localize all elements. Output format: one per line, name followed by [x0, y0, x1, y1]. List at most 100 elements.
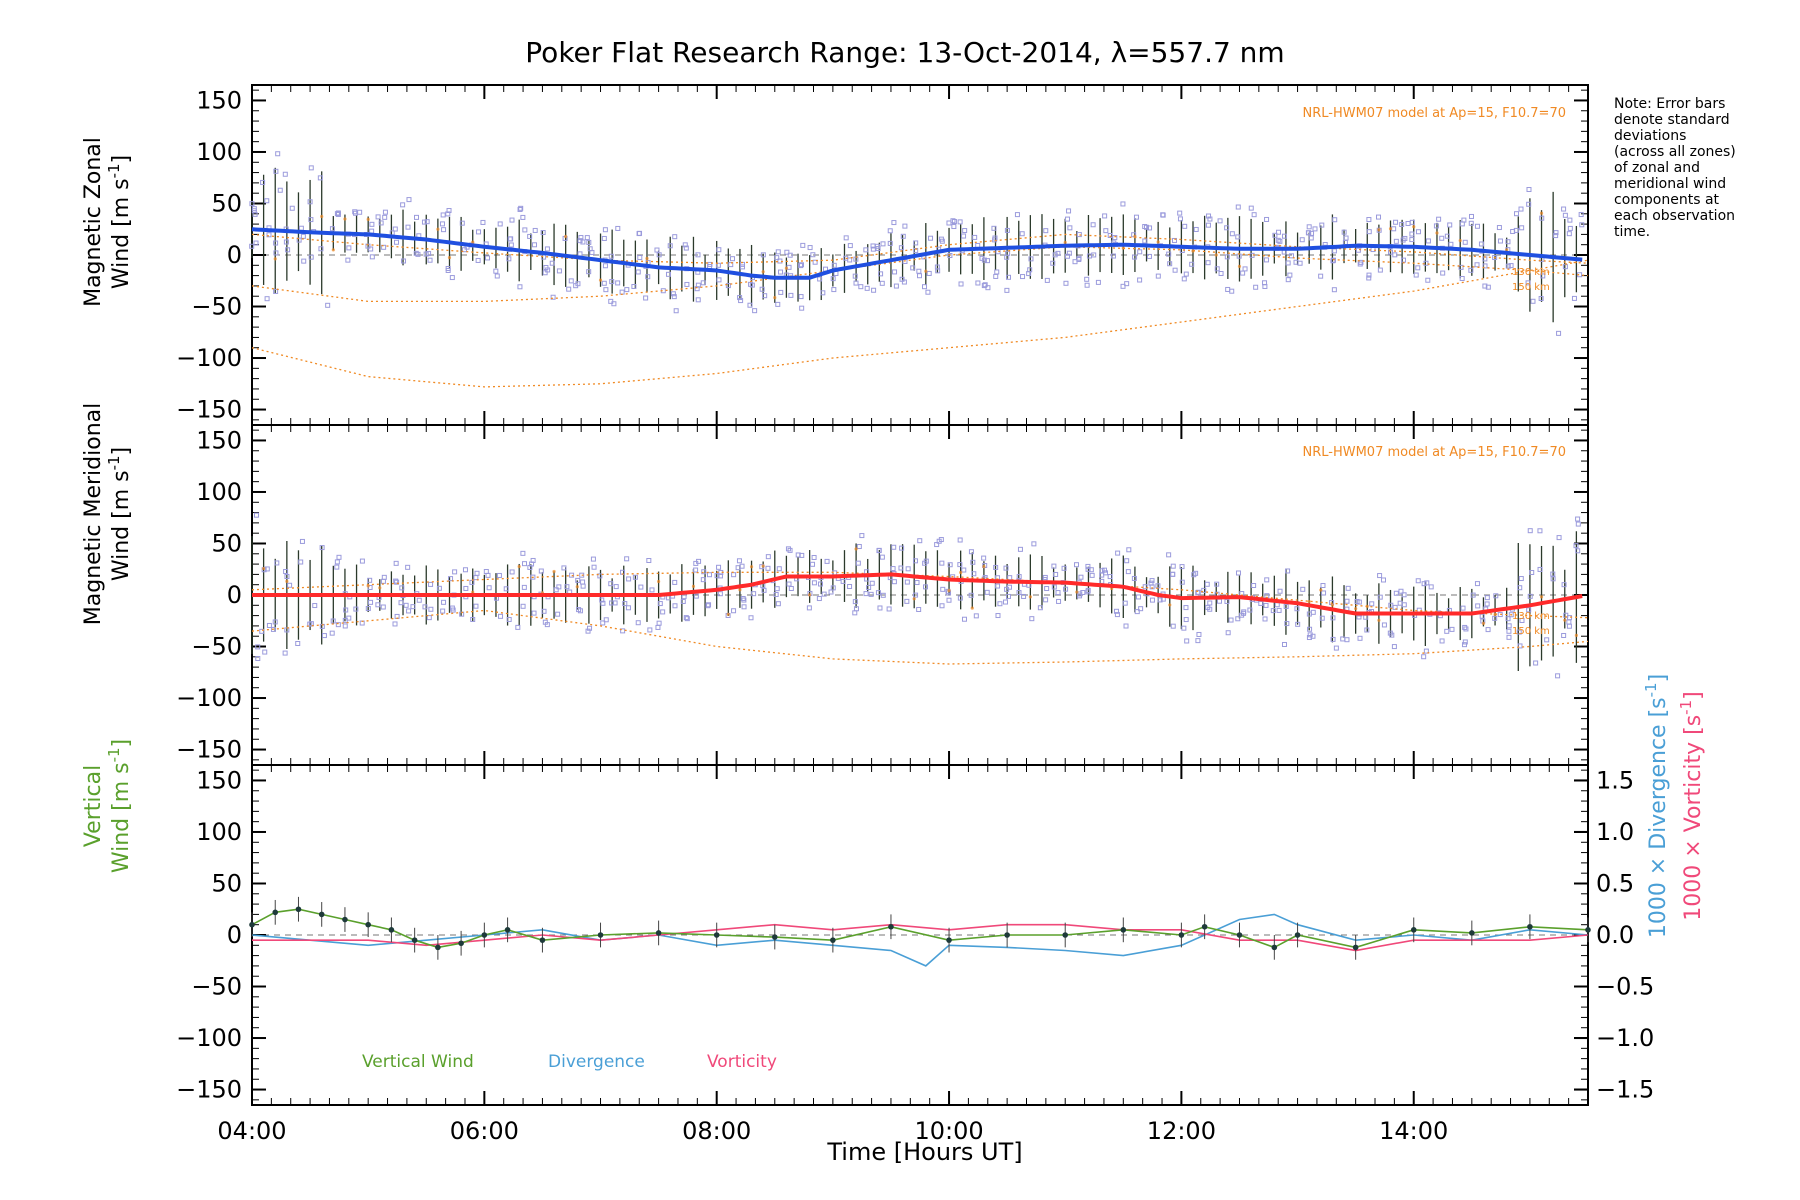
mean-wind-line — [251, 227, 1583, 280]
sample-point — [260, 179, 266, 185]
y-tick-label: 150 — [196, 426, 242, 454]
sample-point — [509, 217, 515, 223]
sample-point — [765, 565, 771, 571]
sample-point — [1138, 606, 1144, 612]
x-tick-label: 06:00 — [450, 1117, 519, 1145]
sample-point — [656, 252, 662, 258]
sample-point — [1080, 590, 1086, 596]
sample-point — [1399, 222, 1405, 228]
model-point — [1319, 588, 1323, 592]
sample-point — [1112, 235, 1118, 241]
sample-point — [1028, 256, 1034, 262]
sample-point — [1148, 580, 1154, 586]
sample-point — [1497, 612, 1503, 618]
model-point — [947, 588, 951, 593]
sample-point — [1019, 231, 1025, 237]
model-curve — [251, 246, 1589, 303]
sample-point — [957, 219, 963, 225]
sample-point — [298, 225, 304, 231]
model-point — [1377, 618, 1381, 622]
sample-point — [806, 605, 812, 611]
sample-point — [951, 219, 957, 225]
sample-point — [774, 255, 780, 261]
model-point — [738, 588, 742, 592]
sample-point — [252, 211, 258, 217]
y-tick-label: −100 — [176, 344, 242, 372]
y-tick-label: −100 — [176, 684, 242, 712]
sample-point — [913, 247, 919, 253]
sample-point — [406, 608, 412, 614]
sample-point — [968, 549, 974, 555]
model-curve — [251, 259, 1589, 388]
sample-point — [436, 585, 442, 591]
x-tick-label: 10:00 — [914, 1117, 983, 1145]
sample-point — [741, 604, 747, 610]
sample-point — [380, 604, 386, 610]
sample-point — [1469, 213, 1475, 219]
vertical-wind-point — [1352, 944, 1359, 951]
sample-point — [716, 247, 722, 253]
sample-point — [541, 608, 547, 614]
vertical-wind-point — [1585, 927, 1591, 933]
sample-point — [667, 243, 673, 249]
sample-point — [603, 287, 609, 293]
sample-point — [1270, 608, 1276, 614]
vertical-wind-point — [249, 921, 255, 928]
sample-point — [1556, 535, 1562, 541]
model-point — [1028, 595, 1032, 599]
sample-point — [275, 151, 281, 157]
sample-point — [262, 649, 268, 655]
sample-point — [900, 233, 906, 239]
sample-point — [550, 294, 556, 300]
sample-point — [422, 604, 428, 610]
sample-point — [325, 302, 331, 308]
sample-point — [1088, 567, 1094, 573]
sample-point — [654, 247, 660, 253]
sample-point — [308, 165, 314, 171]
sample-point — [403, 602, 409, 608]
sample-point — [961, 567, 967, 573]
sample-point — [579, 572, 585, 578]
sample-point — [1065, 253, 1071, 259]
sample-point — [635, 620, 641, 626]
sample-point — [748, 615, 754, 621]
sample-point — [1381, 577, 1387, 583]
sample-point — [1228, 617, 1234, 623]
sample-point — [1074, 562, 1080, 568]
sample-point — [1392, 252, 1398, 258]
sample-point — [1492, 615, 1498, 621]
sample-point — [971, 571, 977, 577]
sample-point — [947, 562, 953, 568]
sample-point — [904, 598, 910, 604]
sample-point — [334, 564, 340, 570]
sample-point — [1115, 550, 1121, 556]
y-tick-label: 100 — [196, 818, 242, 846]
sample-point — [1343, 235, 1349, 241]
sample-point — [587, 625, 593, 631]
sample-point — [1530, 298, 1536, 304]
legend-vorticity: Vorticity — [707, 1052, 777, 1072]
sample-point — [1307, 626, 1313, 632]
sample-point — [922, 584, 928, 590]
y-tick-label: −150 — [176, 396, 242, 424]
sample-point — [427, 257, 433, 263]
sample-point — [401, 258, 407, 264]
sample-point — [1137, 277, 1143, 283]
sample-point — [255, 656, 261, 662]
vertical-wind-point — [888, 923, 894, 930]
sample-point — [1205, 604, 1211, 610]
sample-point — [392, 621, 398, 627]
sample-point — [728, 262, 734, 268]
vertical-wind-point — [946, 937, 952, 943]
sample-point — [1086, 253, 1092, 259]
sample-point — [249, 243, 255, 249]
sample-point — [636, 231, 642, 237]
sample-point — [798, 263, 804, 269]
sample-point — [740, 596, 746, 602]
sample-point — [958, 281, 964, 287]
sample-point — [788, 585, 794, 591]
sample-point — [1468, 267, 1474, 273]
sample-point — [1205, 260, 1211, 266]
sample-point — [580, 239, 586, 245]
divergence-line — [251, 913, 1589, 967]
